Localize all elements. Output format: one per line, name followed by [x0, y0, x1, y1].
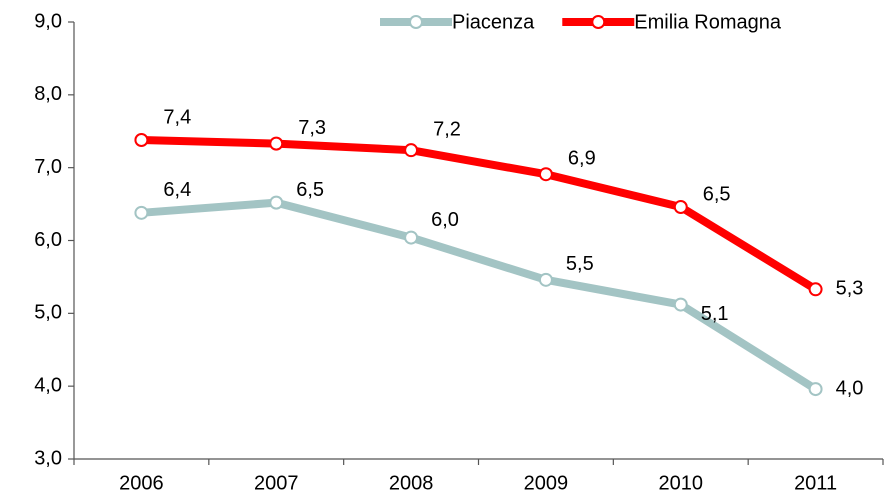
x-tick-label: 2007	[254, 472, 299, 494]
data-label: 5,5	[566, 253, 594, 275]
x-tick-label: 2010	[659, 472, 704, 494]
x-tick-label: 2011	[794, 472, 837, 494]
data-label: 5,3	[836, 278, 864, 300]
point	[269, 195, 284, 210]
point	[269, 136, 284, 151]
data-label: 7,3	[298, 117, 326, 139]
y-tick-label: 9,0	[34, 10, 62, 32]
point	[673, 297, 688, 312]
legend-label: Emilia Romagna	[634, 11, 782, 33]
y-tick-label: 8,0	[34, 83, 62, 105]
series-line	[141, 198, 818, 393]
point	[404, 143, 419, 158]
y-tick-label: 6,0	[34, 229, 62, 251]
point	[538, 272, 553, 287]
data-label: 6,4	[163, 179, 191, 201]
data-label: 7,2	[433, 118, 461, 140]
point	[134, 205, 149, 220]
x-tick-label: 2009	[524, 472, 569, 494]
y-tick-label: 7,0	[34, 156, 62, 178]
point	[134, 132, 149, 147]
point	[404, 230, 419, 245]
data-label: 6,0	[431, 209, 459, 231]
legend-marker	[591, 15, 606, 29]
x-tick-label: 2008	[389, 472, 434, 494]
data-label: 6,9	[568, 148, 596, 170]
y-tick-label: 4,0	[34, 374, 62, 396]
point	[673, 199, 688, 214]
series-line	[141, 135, 818, 293]
y-tick-label: 5,0	[34, 302, 62, 324]
legend-marker	[409, 15, 423, 29]
point	[808, 282, 823, 297]
data-label: 6,5	[296, 179, 324, 201]
point	[538, 167, 553, 182]
data-label: 4,0	[836, 377, 864, 399]
data-label: 7,4	[163, 106, 191, 128]
point	[808, 382, 823, 397]
data-label: 5,1	[701, 303, 729, 325]
y-tick-label: 3,0	[34, 447, 62, 469]
data-label: 6,5	[703, 183, 731, 205]
x-tick-label: 2006	[119, 472, 164, 494]
legend-label: Piacenza	[452, 11, 535, 33]
